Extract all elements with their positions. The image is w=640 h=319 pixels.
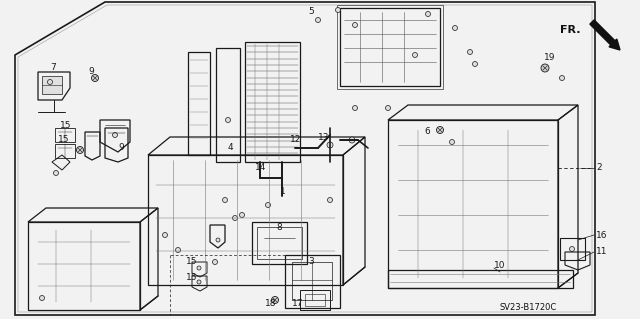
- Bar: [388, 270, 573, 288]
- Bar: [257, 227, 302, 259]
- Circle shape: [426, 11, 431, 17]
- Circle shape: [328, 197, 333, 203]
- Text: 12: 12: [290, 136, 301, 145]
- Bar: [560, 238, 585, 260]
- Circle shape: [77, 146, 83, 153]
- Circle shape: [449, 139, 454, 145]
- FancyArrow shape: [590, 20, 620, 50]
- Text: 6: 6: [424, 128, 429, 137]
- Circle shape: [197, 266, 201, 270]
- Bar: [252, 222, 307, 264]
- Circle shape: [271, 296, 278, 303]
- Circle shape: [353, 106, 358, 110]
- Circle shape: [349, 137, 355, 143]
- Circle shape: [467, 49, 472, 55]
- Text: 9: 9: [118, 144, 124, 152]
- Circle shape: [212, 259, 218, 264]
- Text: 13: 13: [318, 133, 330, 143]
- Text: 18: 18: [265, 299, 276, 308]
- Circle shape: [225, 117, 230, 122]
- Text: 15: 15: [58, 136, 70, 145]
- Circle shape: [413, 53, 417, 57]
- Bar: [28, 222, 140, 310]
- Polygon shape: [15, 2, 595, 315]
- Circle shape: [353, 23, 358, 27]
- Text: 8: 8: [276, 224, 282, 233]
- Circle shape: [472, 62, 477, 66]
- Circle shape: [559, 76, 564, 80]
- Text: 15: 15: [186, 273, 198, 283]
- Text: 2: 2: [596, 164, 602, 173]
- Text: 9: 9: [88, 68, 93, 77]
- Circle shape: [175, 248, 180, 253]
- Circle shape: [570, 247, 575, 251]
- Text: 17: 17: [292, 299, 303, 308]
- Bar: [245, 42, 300, 162]
- Bar: [148, 155, 343, 285]
- Text: 11: 11: [596, 248, 607, 256]
- Circle shape: [113, 132, 118, 137]
- Text: 16: 16: [596, 231, 607, 240]
- Circle shape: [335, 8, 340, 12]
- Text: 15: 15: [186, 257, 198, 266]
- Text: 1: 1: [280, 188, 285, 197]
- Circle shape: [436, 127, 444, 133]
- Circle shape: [223, 197, 227, 203]
- Circle shape: [266, 203, 271, 207]
- Text: SV23-B1720C: SV23-B1720C: [500, 303, 557, 313]
- Circle shape: [385, 106, 390, 110]
- Circle shape: [316, 18, 321, 23]
- Text: 4: 4: [228, 144, 234, 152]
- Circle shape: [92, 75, 99, 81]
- Circle shape: [216, 238, 220, 242]
- Circle shape: [452, 26, 458, 31]
- Circle shape: [232, 216, 237, 220]
- Text: 5: 5: [308, 8, 314, 17]
- Bar: [300, 290, 330, 310]
- Bar: [340, 8, 440, 86]
- Circle shape: [541, 64, 549, 72]
- Bar: [42, 76, 62, 94]
- Text: 15: 15: [60, 121, 72, 130]
- Circle shape: [163, 233, 168, 238]
- Circle shape: [239, 212, 244, 218]
- Circle shape: [40, 295, 45, 300]
- Text: 3: 3: [308, 257, 314, 266]
- Circle shape: [54, 170, 58, 175]
- Bar: [305, 294, 325, 306]
- Circle shape: [197, 280, 201, 284]
- Circle shape: [47, 79, 52, 85]
- Text: 7: 7: [50, 63, 56, 71]
- Text: 14: 14: [255, 164, 266, 173]
- Text: 10: 10: [494, 261, 506, 270]
- Text: FR.: FR.: [560, 25, 580, 35]
- Text: 19: 19: [544, 54, 556, 63]
- Bar: [388, 120, 558, 288]
- Circle shape: [327, 142, 333, 148]
- Bar: [292, 262, 332, 300]
